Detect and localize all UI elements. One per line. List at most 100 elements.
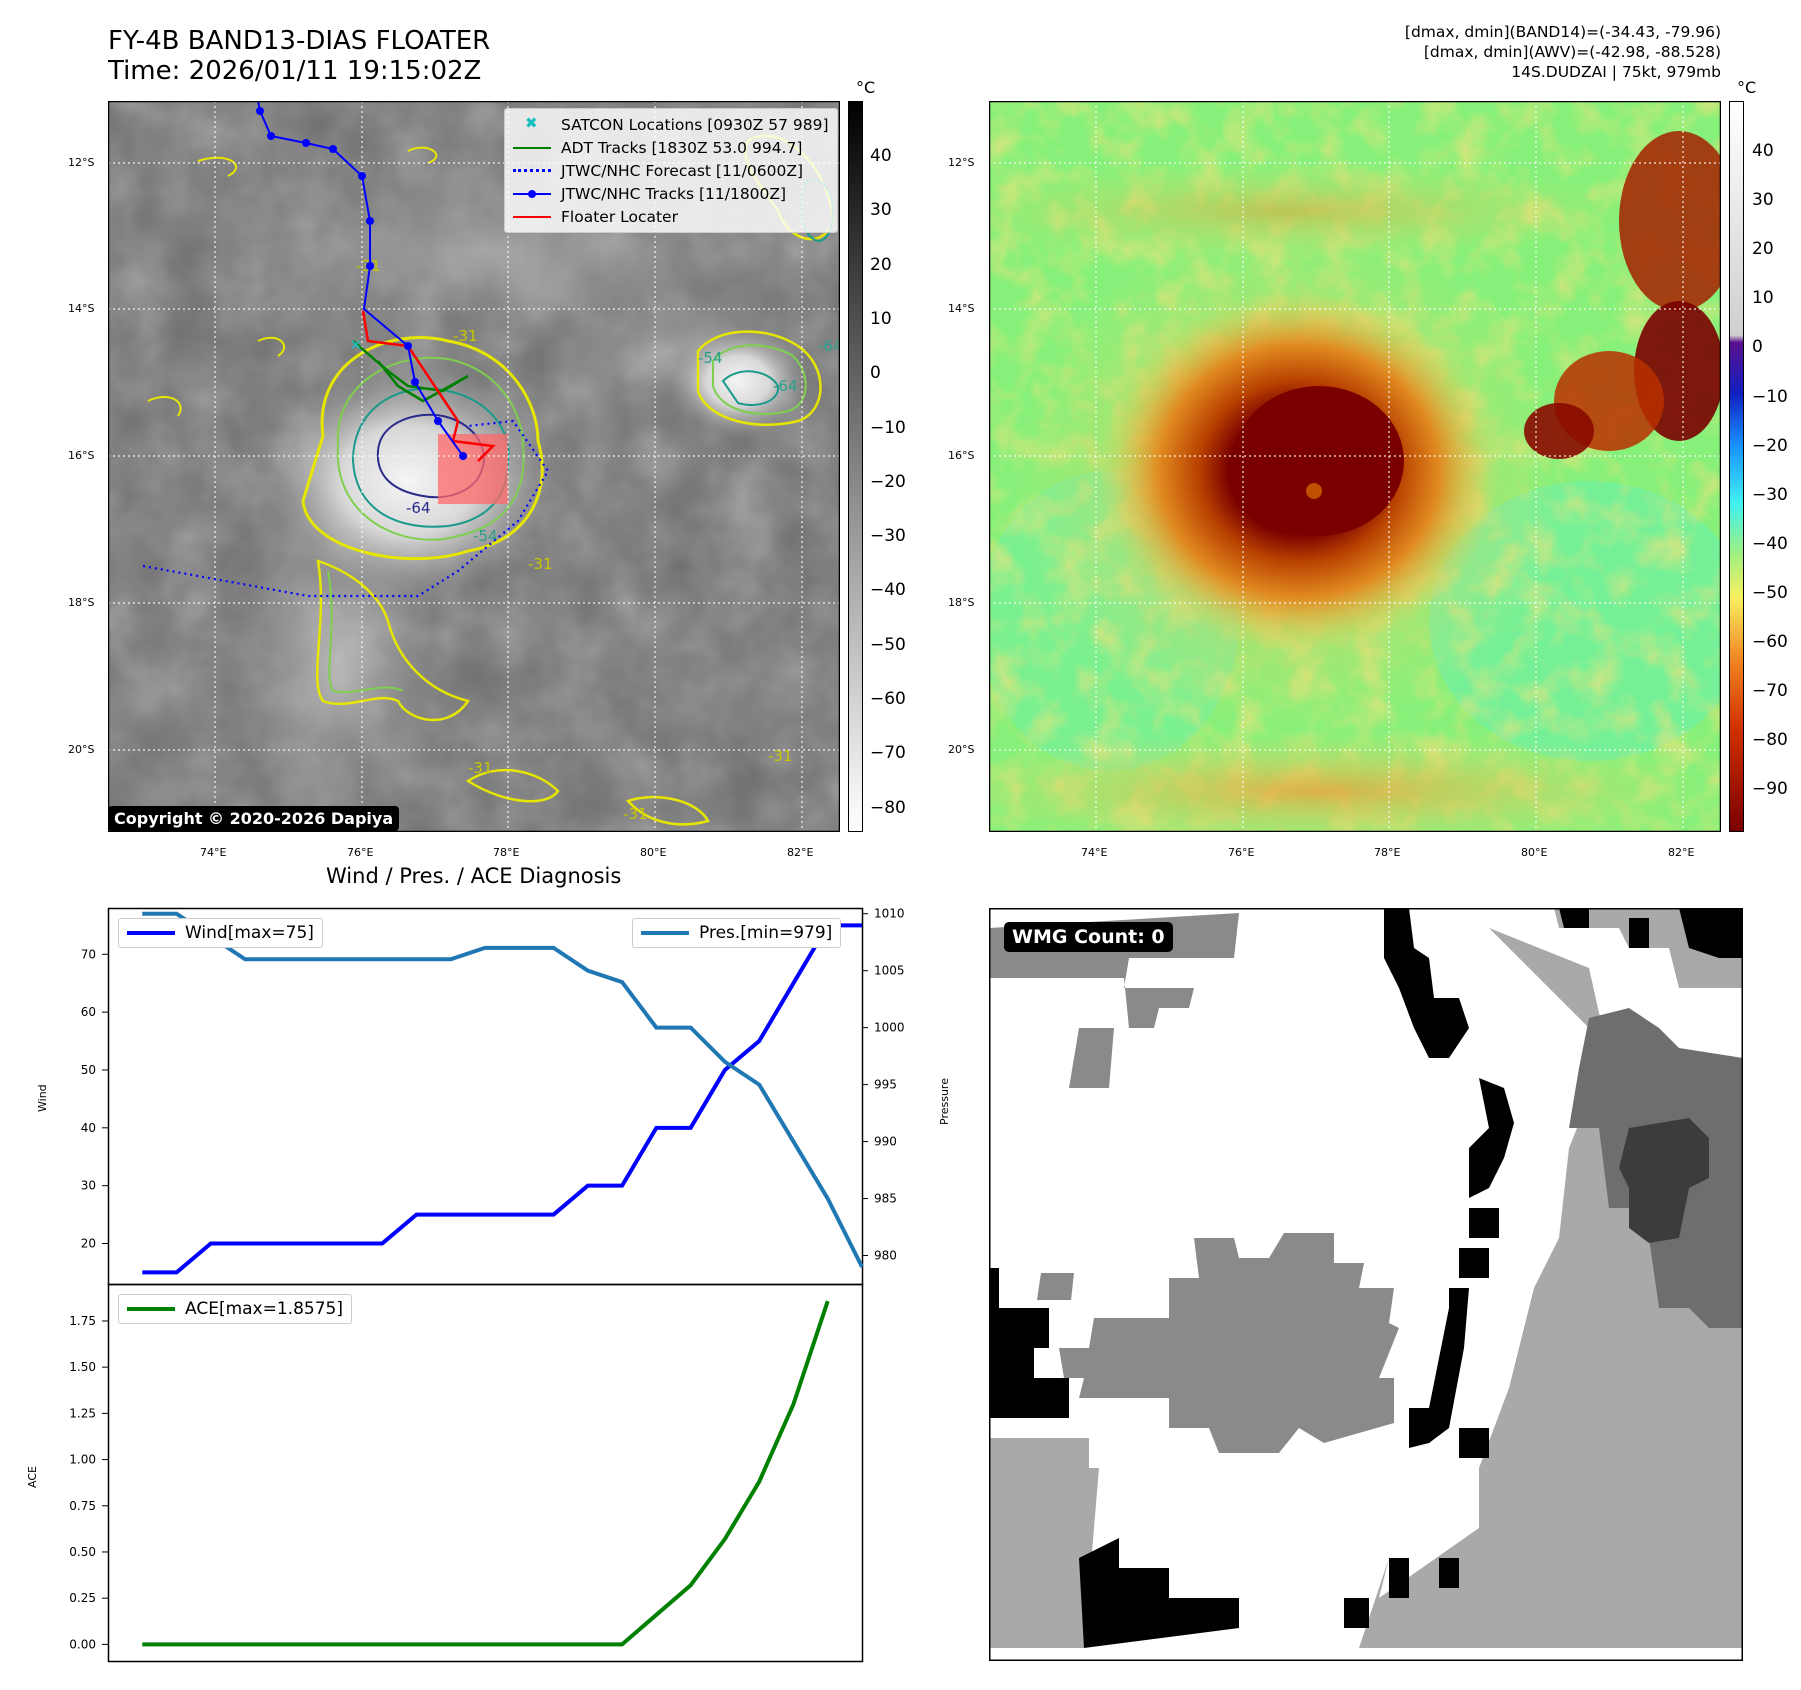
- ace-tick-label: 1.50: [69, 1360, 96, 1374]
- storm-info: 14S.DUDZAI | 75kt, 979mb: [1511, 63, 1721, 81]
- map-grid: [989, 101, 1721, 832]
- wmg-count-badge: WMG Count: 0: [1004, 922, 1173, 952]
- colorbar-unit: °C: [856, 78, 876, 97]
- contour-label: -31: [453, 327, 478, 345]
- contour-label: -64: [773, 377, 798, 395]
- lat-label: 20°S: [948, 743, 975, 756]
- colorbar-tick-label: −60: [1752, 632, 1788, 652]
- lon-label: 74°E: [1081, 846, 1108, 859]
- colorbar-tick-label: −70: [1752, 681, 1788, 702]
- wind-tick-label: 20: [81, 1237, 96, 1251]
- pressure-tick-label: 1010: [874, 907, 905, 921]
- contour-label: -31: [528, 555, 553, 573]
- wind-series-line: [142, 923, 862, 1275]
- contour-label: -31: [468, 759, 493, 777]
- band14-range: [dmax, dmin](BAND14)=(-34.43, -79.96): [1404, 23, 1721, 41]
- pressure-legend: Pres.[min=979]: [632, 918, 842, 948]
- colorbar-tick-label: 30: [1752, 190, 1774, 211]
- ace-tick-label: 1.25: [69, 1406, 96, 1420]
- colorbar-tick-label: 0: [1752, 337, 1763, 358]
- ir-colorbar: [848, 101, 863, 832]
- pressure-legend-line: [641, 931, 689, 935]
- wind-tick-label: 30: [81, 1179, 96, 1193]
- ace-tick-label: 1.75: [69, 1314, 96, 1328]
- pressure-series-line: [142, 911, 864, 1268]
- lat-label: 14°S: [68, 302, 95, 315]
- legend-forecast: JTWC/NHC Forecast [11/0600Z]: [513, 159, 829, 182]
- ace-tick-label: 1.00: [69, 1453, 96, 1467]
- colorbar-tick-label: 40: [1752, 141, 1774, 161]
- colorbar-tick-label: −30: [870, 526, 906, 547]
- ace-series-line: [142, 1300, 830, 1647]
- colorbar-tick-label: −20: [870, 471, 906, 492]
- satcon-x-icon: ✖: [525, 113, 538, 132]
- contour-label: -31: [623, 805, 648, 823]
- colorbar-tick-label: −60: [870, 689, 906, 709]
- lon-label: 82°E: [787, 846, 814, 859]
- lat-label: 16°S: [948, 449, 975, 462]
- wind-tick-label: 70: [81, 947, 96, 961]
- colorbar-tick-label: 10: [1752, 288, 1774, 309]
- wind-tick-label: 60: [81, 1005, 96, 1019]
- colorbar-tick-label: −90: [1752, 779, 1788, 800]
- wmg-panel: [989, 908, 1743, 1661]
- pressure-tick-label: 1000: [874, 1021, 905, 1035]
- wind-legend-line: [127, 931, 175, 935]
- colorbar-tick-label: −50: [1752, 582, 1788, 603]
- lon-label: 80°E: [1521, 846, 1548, 859]
- colorbar-tick-label: 20: [1752, 239, 1774, 260]
- ace-legend: ACE[max=1.8575]: [118, 1294, 352, 1324]
- lon-label: 76°E: [347, 846, 374, 859]
- ace-legend-line: [127, 1307, 175, 1311]
- ace-tick-label: 0.75: [69, 1499, 96, 1513]
- lat-label: 14°S: [948, 302, 975, 315]
- wind-tick-label: 40: [81, 1121, 96, 1135]
- colorbar-tick-label: −80: [1752, 730, 1788, 751]
- pressure-tick-label: 985: [874, 1192, 897, 1206]
- jtwc-forecast-track: [142, 419, 550, 598]
- lon-label: 76°E: [1228, 846, 1255, 859]
- satcon-marker: ×: [350, 337, 362, 353]
- legend-adt: ADT Tracks [1830Z 53.0 994.7]: [513, 136, 829, 159]
- colorbar-tick-label: 40: [870, 146, 892, 166]
- lat-label: 18°S: [948, 596, 975, 609]
- contour-label: -54: [473, 527, 498, 545]
- diagnosis-title: Wind / Pres. / ACE Diagnosis: [326, 864, 622, 888]
- jtwc-best-track: [256, 101, 467, 460]
- legend-best-track: JTWC/NHC Tracks [11/1800Z]: [513, 182, 829, 205]
- lat-label: 18°S: [68, 596, 95, 609]
- figure-time: Time: 2026/01/11 19:15:02Z: [108, 56, 482, 86]
- pressure-tick-label: 990: [874, 1135, 897, 1149]
- colorbar-tick-label: 30: [870, 200, 892, 221]
- colorbar-tick-label: −40: [1752, 533, 1788, 554]
- map-grid: [108, 101, 840, 832]
- awv-range: [dmax, dmin](AWV)=(-42.98, -88.528): [1423, 43, 1721, 61]
- wind-tick-label: 50: [81, 1063, 96, 1077]
- lat-label: 12°S: [68, 156, 95, 169]
- lat-label: 16°S: [68, 449, 95, 462]
- lon-label: 74°E: [200, 846, 227, 859]
- wind-legend: Wind[max=75]: [118, 918, 323, 948]
- lat-label: 12°S: [948, 156, 975, 169]
- colorbar-tick-label: −70: [870, 743, 906, 764]
- map-legend: ✖ SATCON Locations [0930Z 57 989] ADT Tra…: [504, 108, 838, 233]
- lon-label: 80°E: [640, 846, 667, 859]
- ir-satellite-map: -31 -31 -54 -64 -54 -64 -31 -31 -64 -31 …: [108, 101, 840, 832]
- legend-satcon: ✖ SATCON Locations [0930Z 57 989]: [525, 113, 829, 134]
- colorbar-tick-label: −10: [1752, 386, 1788, 407]
- colorbar-tick-label: −50: [870, 634, 906, 655]
- ace-tick-label: 0.00: [69, 1637, 96, 1651]
- adt-track: [352, 340, 469, 403]
- lon-label: 78°E: [493, 846, 520, 859]
- contour-label: -31: [768, 747, 793, 765]
- lat-label: 20°S: [68, 743, 95, 756]
- legend-floater: Floater Locater: [513, 205, 829, 228]
- floater-locater-track: [361, 310, 496, 462]
- colorbar-unit: °C: [1737, 78, 1757, 97]
- lon-label: 78°E: [1374, 846, 1401, 859]
- pressure-tick-label: 995: [874, 1078, 897, 1092]
- contour-label: -64: [818, 337, 840, 355]
- colorbar-tick-label: 0: [870, 363, 881, 384]
- colorbar-tick-label: −80: [870, 797, 906, 818]
